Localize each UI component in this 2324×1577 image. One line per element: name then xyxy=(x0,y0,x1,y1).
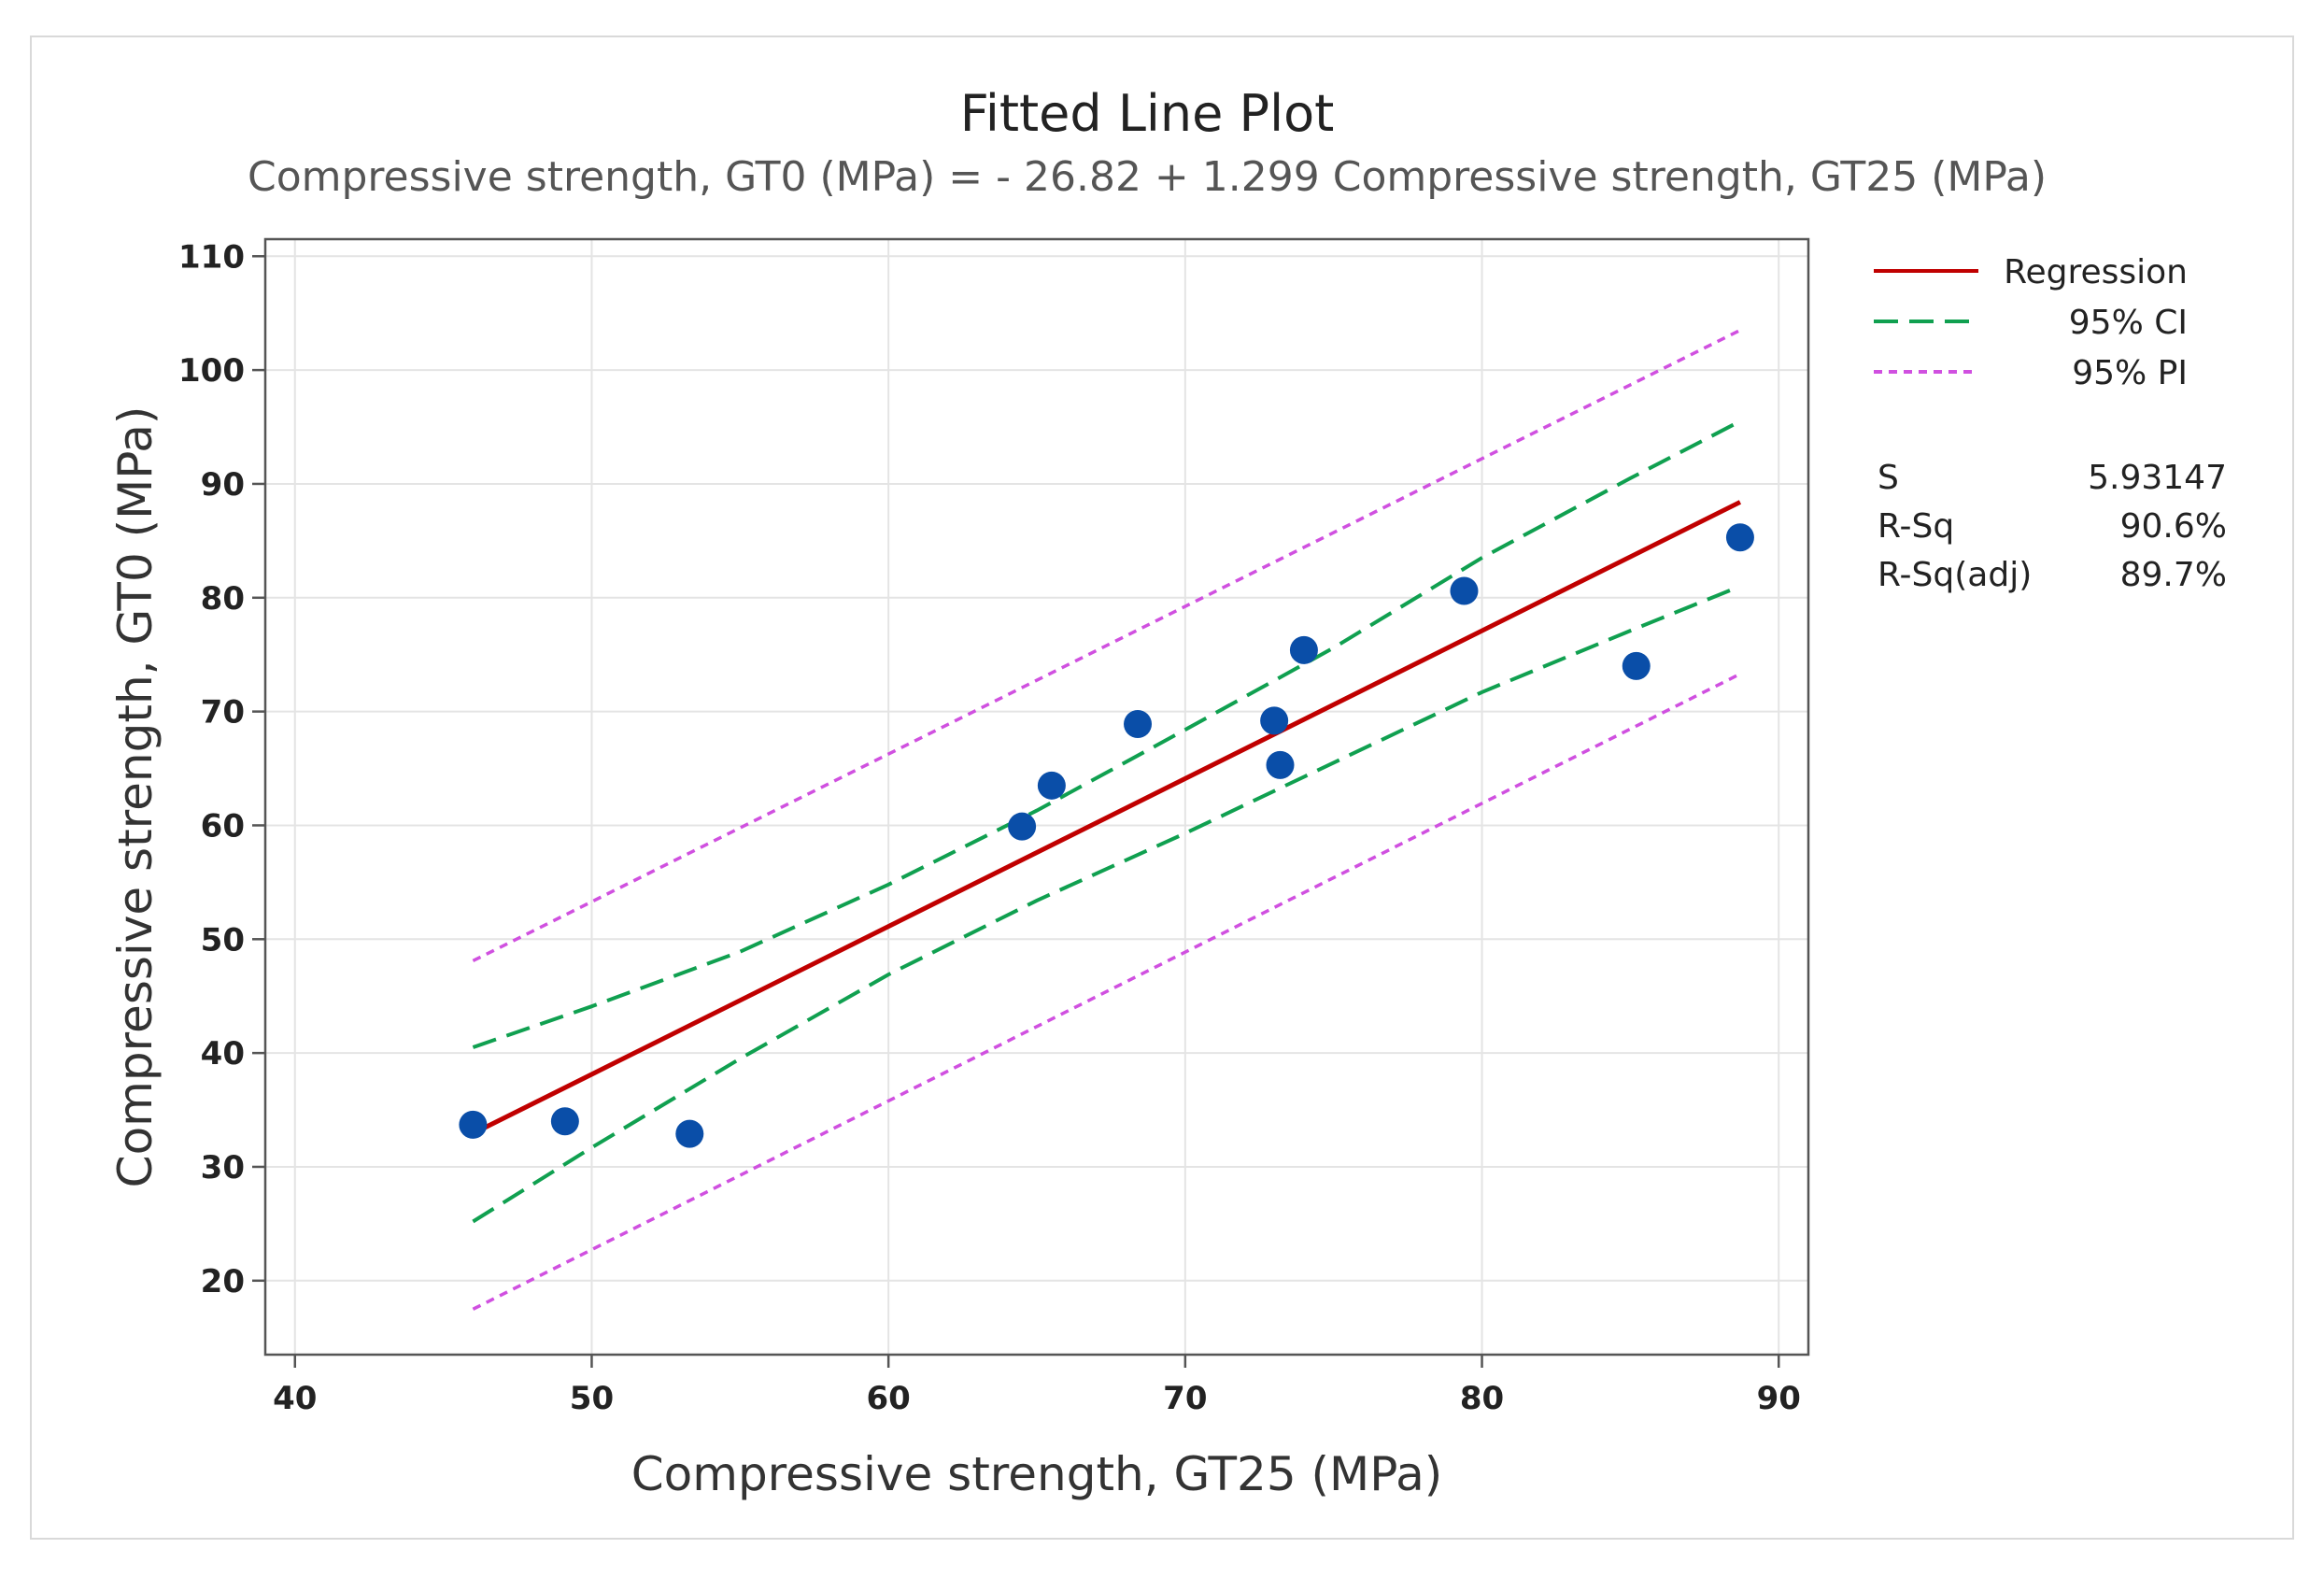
pi-band xyxy=(472,328,1741,1311)
grid-lines xyxy=(265,239,1808,1355)
pi-lower-line xyxy=(472,672,1741,1311)
stat-value: 90.6% xyxy=(2120,507,2227,546)
stats-table: S 5.93147 R-Sq 90.6% R-Sq(adj) 89.7% xyxy=(1878,459,2227,594)
data-point xyxy=(1008,812,1037,841)
plot-area xyxy=(263,237,1810,1357)
y-tick-label: 80 xyxy=(201,580,245,618)
y-axis-label: Compressive strength, GT0 (MPa) xyxy=(108,406,163,1188)
data-point xyxy=(550,1107,579,1136)
stat-label: R-Sq xyxy=(1878,507,1954,546)
x-tick-label: 90 xyxy=(1757,1380,1801,1417)
legend-label: Regression xyxy=(2004,253,2188,291)
y-tick-label: 20 xyxy=(201,1263,245,1300)
legend-label: 95% CI xyxy=(2069,304,2188,342)
data-point xyxy=(1450,576,1479,605)
y-tick-label: 60 xyxy=(201,807,245,845)
x-tick-label: 50 xyxy=(570,1380,614,1417)
data-point xyxy=(1266,750,1295,779)
x-tick-label: 70 xyxy=(1163,1380,1207,1417)
x-tick-label: 40 xyxy=(273,1380,317,1417)
stat-label: R-Sq(adj) xyxy=(1878,556,2032,594)
data-point xyxy=(1124,710,1153,739)
data-point xyxy=(1622,651,1651,680)
ci-upper-line xyxy=(472,419,1741,1049)
data-point xyxy=(1725,523,1754,552)
x-axis-ticks: 40 50 60 70 80 90 xyxy=(273,1355,1801,1417)
data-point xyxy=(459,1110,488,1139)
stat-value: 89.7% xyxy=(2120,556,2227,594)
y-tick-label: 90 xyxy=(201,466,245,504)
data-points xyxy=(459,523,1754,1148)
ci-band xyxy=(472,419,1741,1224)
y-axis-ticks: 20 30 40 50 60 70 80 90 100 110 xyxy=(178,238,265,1300)
stat-label: S xyxy=(1878,459,1899,497)
data-point xyxy=(1260,706,1289,735)
regression-line-group xyxy=(472,500,1742,1136)
y-tick-label: 40 xyxy=(201,1035,245,1073)
data-point xyxy=(1037,771,1066,800)
x-tick-label: 60 xyxy=(866,1380,910,1417)
data-point xyxy=(1289,635,1318,664)
y-tick-label: 30 xyxy=(201,1149,245,1186)
y-tick-label: 70 xyxy=(201,694,245,732)
data-point xyxy=(675,1119,704,1148)
chart-title: Fitted Line Plot xyxy=(960,84,1335,143)
y-tick-label: 50 xyxy=(201,921,245,959)
x-tick-label: 80 xyxy=(1460,1380,1504,1417)
regression-line xyxy=(472,500,1742,1136)
ci-lower-line xyxy=(472,584,1741,1224)
stat-value: 5.93147 xyxy=(2088,459,2227,497)
legend: Regression 95% CI 95% PI xyxy=(1874,253,2188,392)
y-tick-label: 110 xyxy=(178,238,245,276)
legend-label: 95% PI xyxy=(2072,354,2188,392)
pi-upper-line xyxy=(472,328,1741,962)
x-axis-label: Compressive strength, GT25 (MPa) xyxy=(631,1447,1443,1501)
chart-subtitle: Compressive strength, GT0 (MPa) = - 26.8… xyxy=(248,153,2047,201)
y-tick-label: 100 xyxy=(178,352,245,390)
